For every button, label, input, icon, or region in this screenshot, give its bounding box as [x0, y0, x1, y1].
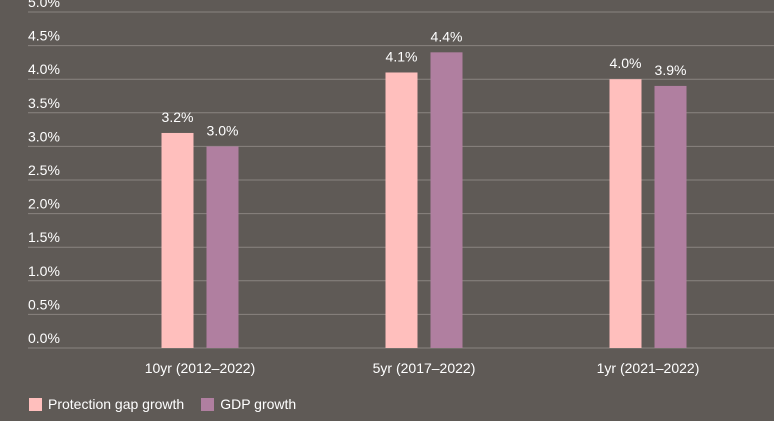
data-label: 3.9%	[655, 62, 687, 78]
bar-chart: 0.0% 0.5% 1.0% 1.5% 2.0% 2.5% 3.0% 3.5% 4.0% 4.5%…	[28, 0, 774, 376]
bar	[206, 146, 239, 348]
legend: Protection gap growth GDP growth	[29, 396, 313, 412]
x-tick-label: 10yr (2012–2022)	[145, 360, 256, 376]
legend-item-protection-gap: Protection gap growth	[29, 396, 184, 412]
y-tick-label: 2.5%	[28, 162, 60, 178]
y-tick-label: 3.0%	[28, 128, 60, 144]
bar	[385, 72, 418, 348]
y-tick-label: 0.5%	[28, 296, 60, 312]
legend-label-gdp-growth: GDP growth	[220, 396, 297, 412]
data-label: 3.2%	[162, 109, 194, 125]
y-tick-label: 4.5%	[28, 28, 60, 44]
y-tick-label: 0.0%	[28, 330, 60, 346]
y-tick-label: 1.0%	[28, 263, 60, 279]
bar	[430, 52, 463, 348]
legend-item-gdp-growth: GDP growth	[201, 396, 296, 412]
data-label: 3.0%	[207, 122, 239, 138]
x-tick-label: 5yr (2017–2022)	[373, 360, 476, 376]
legend-swatch-gdp-growth	[201, 397, 215, 411]
y-tick-label: 2.0%	[28, 196, 60, 212]
y-tick-label: 5.0%	[28, 0, 60, 10]
y-tick-label: 4.0%	[28, 61, 60, 77]
data-label: 4.4%	[431, 28, 463, 44]
data-label: 4.0%	[610, 55, 642, 71]
y-tick-label: 1.5%	[28, 229, 60, 245]
legend-swatch-protection-gap	[29, 397, 42, 411]
bar	[654, 85, 687, 349]
bar	[161, 132, 194, 348]
legend-label-protection-gap: Protection gap growth	[48, 396, 185, 412]
bar	[609, 79, 642, 348]
data-label: 4.1%	[386, 48, 418, 64]
x-tick-label: 1yr (2021–2022)	[597, 360, 700, 376]
y-tick-label: 3.5%	[28, 95, 60, 111]
